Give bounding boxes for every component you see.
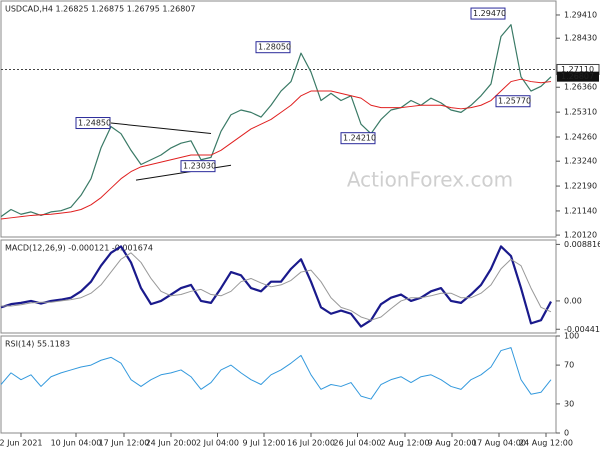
x-tick-label: 9 Jul 12:00 [243, 439, 286, 448]
x-tick-label: 26 Jul 04:00 [334, 439, 382, 448]
y-tick-label: 0.008816 [564, 240, 600, 249]
y-tick-label: 0.00 [564, 296, 582, 305]
y-tick-label: 1.23240 [564, 157, 597, 166]
x-tick-label: 2 Aug 12:00 [381, 439, 430, 448]
x-tick-label: 10 Jun 04:00 [51, 439, 102, 448]
y-tick-label: 70 [564, 361, 574, 370]
y-tick-label: 1.25310 [564, 108, 597, 117]
y-tick-label: -0.004416 [564, 325, 600, 334]
series-line [0, 24, 552, 218]
x-tick-label: 2 Jul 04:00 [196, 439, 239, 448]
panel-title: USDCAD,H4 1.26825 1.26875 1.26795 1.2680… [5, 5, 195, 14]
x-tick-label: 24 Jun 20:00 [146, 439, 197, 448]
annotation-label: 1.24210 [343, 134, 376, 143]
x-tick-label: 9 Aug 20:00 [428, 439, 477, 448]
x-tick-label: 17 Aug 04:00 [472, 439, 526, 448]
y-tick-label: 1.21140 [564, 206, 597, 215]
annotation-box [180, 160, 216, 173]
y-tick-label: 30 [564, 399, 574, 408]
annotation-box [495, 95, 531, 108]
x-tick-label: 2 Jun 2021 [0, 439, 43, 448]
last-price-box [557, 71, 599, 82]
x-tick-label: 17 Jun 12:00 [99, 439, 150, 448]
y-tick-label: 1.22190 [564, 182, 597, 191]
panel-title: MACD(12,26,9) -0.000121 -0.001674 [5, 244, 153, 253]
y-tick-label: 1.29410 [564, 10, 597, 19]
annotation-label: 1.29470 [473, 9, 506, 18]
y-tick-label: 1.20120 [564, 231, 597, 240]
last-price-label: 1.26807 [561, 72, 594, 81]
x-tick-label: 24 Aug 12:00 [519, 439, 573, 448]
series-line [0, 78, 552, 220]
annotation-box [470, 7, 506, 20]
y-tick-label: 0 [564, 429, 569, 438]
panel [0, 335, 557, 434]
level-label: 1.27110 [561, 65, 594, 74]
series-line [1, 252, 552, 321]
annotation-box [75, 117, 111, 130]
annotation-box [255, 41, 291, 54]
y-tick-label: 100 [564, 332, 579, 341]
annotation-label: 1.28050 [258, 43, 291, 52]
annotation-box [340, 132, 376, 145]
watermark: ActionForex.com [347, 168, 513, 192]
annotation-label: 1.24850 [78, 119, 111, 128]
series-line [0, 245, 552, 328]
x-tick-label: 16 Jul 20:00 [287, 439, 335, 448]
panel [0, 239, 557, 334]
annotation-label: 1.25770 [498, 97, 531, 106]
panel-title: RSI(14) 55.1183 [5, 340, 70, 349]
trendline [110, 122, 212, 134]
y-tick-label: 1.26360 [564, 83, 597, 92]
series-line [0, 347, 552, 400]
annotation-label: 1.23030 [183, 162, 216, 171]
y-tick-label: 1.28430 [564, 34, 597, 43]
y-tick-label: 1.24260 [564, 133, 597, 142]
